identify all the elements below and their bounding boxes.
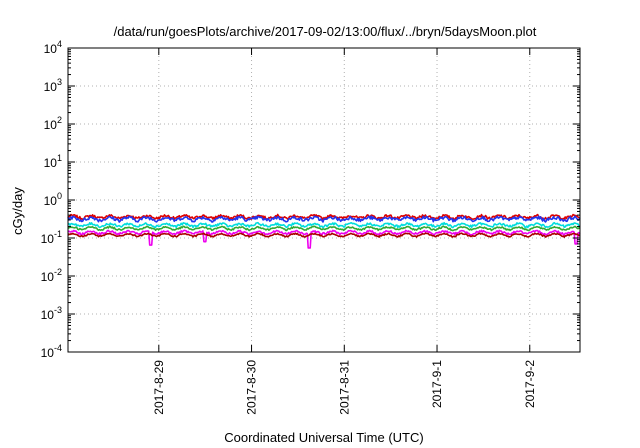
series-line (67, 225, 581, 232)
series-line (67, 232, 581, 238)
series-line (67, 221, 581, 229)
x-tick-label: 2017-8-29 (152, 360, 166, 415)
x-axis-title: Coordinated Universal Time (UTC) (224, 430, 423, 445)
y-tick-label: 10-4 (41, 343, 62, 360)
y-tick-label: 10-1 (41, 229, 62, 246)
y-tick-label: 104 (44, 39, 62, 56)
x-tick-label: 2017-9-1 (430, 360, 444, 408)
series-line (67, 213, 581, 221)
y-tick-label: 100 (44, 191, 62, 208)
y-tick-label: 101 (44, 153, 62, 170)
series-line (67, 215, 581, 223)
x-tick-label: 2017-9-2 (523, 360, 537, 408)
y-axis-title: cGy/day (10, 187, 25, 235)
x-tick-label: 2017-8-31 (337, 360, 351, 415)
y-tick-label: 10-3 (41, 305, 62, 322)
y-tick-label: 102 (44, 115, 62, 132)
x-tick-label: 2017-8-30 (245, 360, 259, 415)
series-line (67, 229, 581, 249)
grid-lines (68, 48, 580, 352)
y-tick-label: 10-2 (41, 267, 62, 284)
y-tick-label: 103 (44, 77, 62, 94)
x-axis: 2017-8-29 2017-8-30 2017-8-31 2017-9-1 2017-… (152, 48, 537, 415)
series-layer (67, 213, 581, 249)
chart-title: /data/run/goesPlots/archive/2017-09-02/1… (114, 24, 537, 39)
y-axis: 10-4 10-3 10-2 10-1 100 101 102 103 104 (41, 39, 580, 360)
